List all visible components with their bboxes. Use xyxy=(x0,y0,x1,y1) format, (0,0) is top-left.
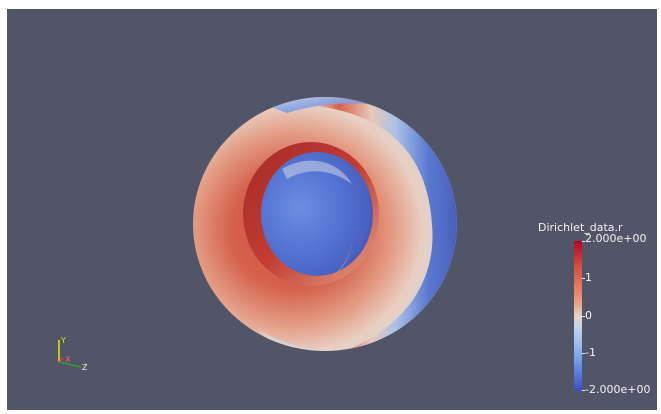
colorbar-tick-label: -1 xyxy=(585,346,596,359)
colorbar-tick xyxy=(582,316,585,317)
colorbar-tick xyxy=(582,278,585,279)
colorbar-tick xyxy=(582,353,585,354)
colorbar-min-label: -2.000e+00 xyxy=(585,383,651,396)
y-axis-label: Y xyxy=(60,336,66,345)
orientation-axes: Y X Z xyxy=(58,336,88,372)
colorbar xyxy=(574,241,582,391)
render-viewport[interactable]: Dirichlet_data.r 2.000e+00 1 0 -1 -2.000… xyxy=(7,9,657,410)
colorbar-tick-min xyxy=(582,390,585,391)
colorbar-tick-max xyxy=(582,241,585,242)
colorbar-tick-label: 0 xyxy=(585,309,592,322)
x-axis-label: X xyxy=(65,355,71,364)
colorbar-tick-label: 1 xyxy=(585,271,592,284)
colorbar-max-label: 2.000e+00 xyxy=(585,232,647,245)
z-axis-label: Z xyxy=(82,363,88,372)
torus-render[interactable] xyxy=(7,9,657,410)
colorbar-title: Dirichlet_data.r xyxy=(538,221,623,234)
